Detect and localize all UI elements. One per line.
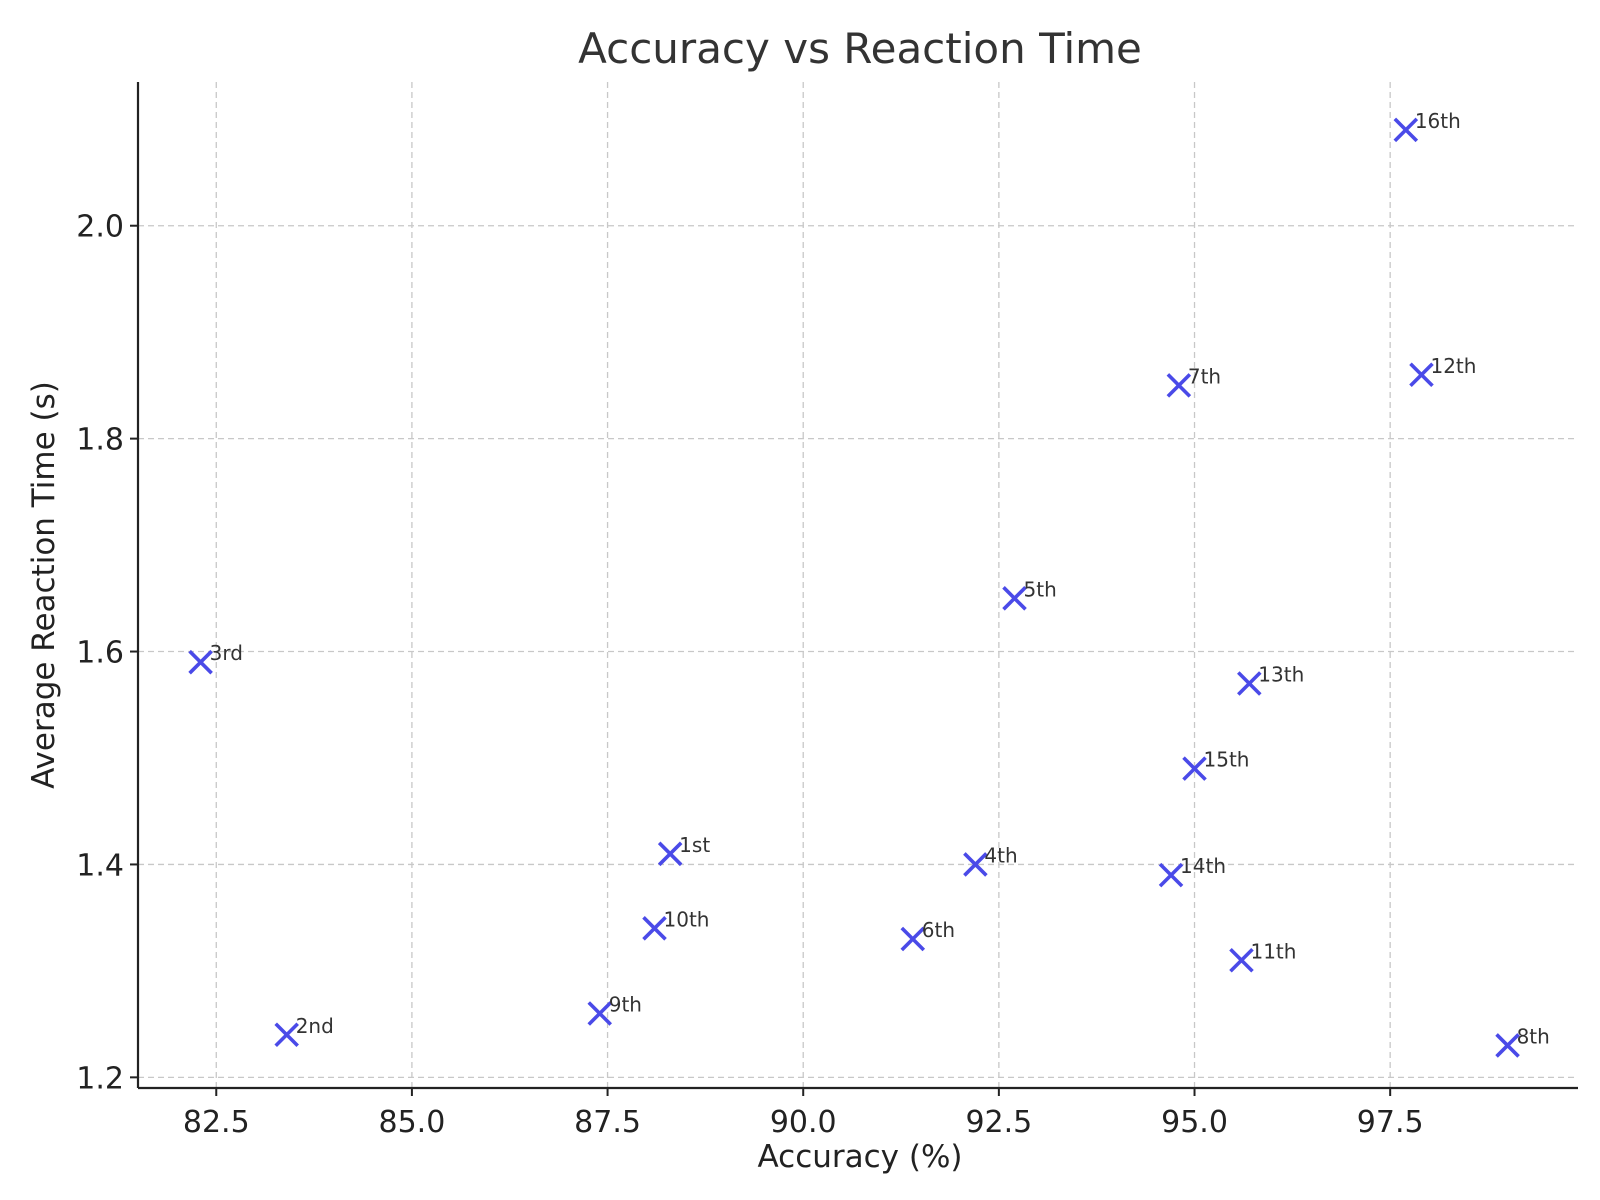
point-label-4th: 4th — [984, 843, 1017, 867]
x-tick-label: 82.5 — [183, 1105, 250, 1140]
grid — [138, 82, 1578, 1088]
x-axis-label: Accuracy (%) — [757, 1139, 962, 1175]
point-label-16th: 16th — [1415, 109, 1461, 133]
data-point-12th — [1409, 362, 1434, 388]
marker-stroke — [1182, 756, 1207, 781]
point-label-15th: 15th — [1204, 748, 1250, 772]
marker-stroke — [963, 852, 988, 877]
y-tick-label: 1.4 — [76, 848, 124, 883]
marker-stroke — [1409, 362, 1434, 388]
point-label-1st: 1st — [679, 833, 710, 857]
point-label-12th: 12th — [1430, 354, 1476, 378]
y-axis-label: Average Reaction Time (s) — [26, 381, 62, 789]
marker-stroke — [1393, 117, 1419, 143]
marker-stroke — [1002, 586, 1027, 611]
axes-spines — [136, 82, 1578, 1090]
data-point-10th — [642, 916, 667, 941]
x-tick-label: 92.5 — [965, 1105, 1032, 1140]
data-point-7th — [1166, 373, 1192, 398]
marker-stroke — [642, 916, 667, 941]
point-label-6th: 6th — [922, 918, 955, 942]
marker-stroke — [274, 1022, 299, 1048]
marker-stroke — [657, 841, 683, 867]
y-tick-label: 1.2 — [76, 1061, 124, 1096]
data-points — [188, 117, 1520, 1058]
point-label-11th: 11th — [1250, 939, 1296, 963]
point-label-10th: 10th — [664, 907, 710, 931]
data-point-6th — [900, 926, 926, 952]
data-point-11th — [1229, 947, 1254, 973]
marker-stroke — [587, 1001, 613, 1026]
axis-ticks: 82.5 85.0 87.5 90.0 92.5 95.0 97.5 1.2 1.4 1.6 1.8… — [76, 210, 1423, 1140]
x-tick-label: 87.5 — [574, 1105, 641, 1140]
marker-stroke — [1229, 947, 1254, 973]
data-point-9th — [587, 1001, 613, 1026]
data-point-8th — [1495, 1033, 1520, 1058]
y-tick-label: 2.0 — [76, 210, 124, 245]
x-tick-label: 90.0 — [770, 1105, 837, 1140]
data-point-5th — [1002, 586, 1027, 611]
x-tick-label: 97.5 — [1357, 1105, 1424, 1140]
point-label-8th: 8th — [1517, 1024, 1550, 1048]
point-label-3rd: 3rd — [210, 641, 243, 665]
data-point-15th — [1182, 756, 1207, 781]
data-point-16th — [1393, 117, 1419, 143]
x-tick-label: 85.0 — [379, 1105, 446, 1140]
marker-stroke — [1158, 862, 1184, 888]
data-point-4th — [963, 852, 988, 877]
marker-stroke — [188, 649, 213, 675]
point-label-9th: 9th — [609, 992, 642, 1016]
y-tick-label: 1.6 — [76, 636, 124, 671]
point-label-14th: 14th — [1180, 854, 1226, 878]
point-label-7th: 7th — [1188, 364, 1221, 388]
marker-stroke — [900, 926, 926, 952]
marker-stroke — [1166, 373, 1192, 398]
point-label-2nd: 2nd — [296, 1014, 334, 1038]
data-point-2nd — [274, 1022, 299, 1048]
x-tick-label: 95.0 — [1161, 1105, 1228, 1140]
point-label-13th: 13th — [1258, 662, 1304, 686]
point-label-5th: 5th — [1024, 577, 1057, 601]
data-point-14th — [1158, 862, 1184, 888]
point-labels: 1st 2nd 3rd 4th 5th 6th 7th 8th 9th 10th 11th 12th 1… — [210, 109, 1550, 1049]
marker-stroke — [1495, 1033, 1520, 1058]
data-point-1st — [657, 841, 683, 867]
marker-stroke — [1237, 671, 1262, 696]
y-tick-label: 1.8 — [76, 423, 124, 458]
data-point-13th — [1237, 671, 1262, 696]
data-point-3rd — [188, 649, 213, 675]
chart-title: Accuracy vs Reaction Time — [578, 24, 1142, 73]
